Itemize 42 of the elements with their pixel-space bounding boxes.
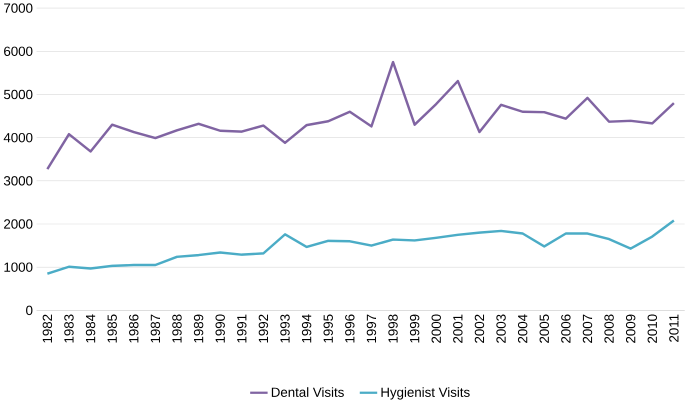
y-tick-label: 6000 bbox=[4, 46, 32, 56]
x-tick-label: 1986 bbox=[129, 314, 138, 342]
x-tick-label: 2007 bbox=[582, 314, 592, 343]
x-tick-label: 1984 bbox=[86, 314, 96, 342]
x-tick-label: 2004 bbox=[518, 314, 528, 343]
x-tick-label: 2001 bbox=[453, 314, 463, 343]
x-tick-label: 1983 bbox=[64, 314, 74, 342]
x-tick-label: 1985 bbox=[107, 314, 117, 342]
line-series bbox=[46, 60, 676, 170]
x-tick-label: 1998 bbox=[388, 314, 398, 342]
x-tick-label: 2008 bbox=[604, 314, 614, 343]
x-tick-label: 1995 bbox=[324, 314, 333, 342]
x-tick-label: 2003 bbox=[496, 314, 506, 343]
y-tick-label: 0 bbox=[26, 305, 32, 315]
x-tick-label: 2006 bbox=[561, 314, 571, 343]
x-tick-label: 1997 bbox=[366, 314, 376, 342]
x-tick-label: 1994 bbox=[302, 314, 312, 342]
x-tick-label: 2005 bbox=[540, 314, 549, 343]
y-tick-label: 4000 bbox=[4, 132, 32, 142]
x-tick-label: 1992 bbox=[258, 314, 268, 342]
x-tick-label: 2002 bbox=[474, 314, 484, 343]
legend-label: Dental Visits bbox=[272, 386, 344, 397]
x-tick-label: 2010 bbox=[648, 314, 657, 343]
x-tick-label: 1990 bbox=[215, 314, 225, 342]
y-tick-label: 5000 bbox=[4, 90, 32, 99]
y-tick-label: 3000 bbox=[4, 176, 32, 186]
y-tick-label: 2000 bbox=[4, 219, 32, 228]
x-tick-label: 1991 bbox=[237, 314, 247, 342]
legend-label: Hygienist Visits bbox=[381, 386, 470, 400]
x-tick-label: 1993 bbox=[280, 314, 290, 342]
x-tick-label: 1988 bbox=[172, 314, 182, 342]
x-tick-label: 1989 bbox=[194, 314, 204, 342]
x-tick-label: 1996 bbox=[345, 314, 355, 342]
y-tick-label: 1000 bbox=[4, 262, 32, 272]
line-series bbox=[46, 219, 676, 275]
x-tick-label: 1999 bbox=[410, 314, 420, 342]
y-tick-label: 7000 bbox=[4, 3, 32, 13]
x-tick-label: 1982 bbox=[42, 314, 52, 342]
x-tick-label: 2011 bbox=[669, 314, 679, 342]
x-tick-label: 2009 bbox=[626, 314, 636, 343]
x-tick-label: 1987 bbox=[150, 314, 160, 342]
x-tick-label: 2000 bbox=[432, 314, 441, 343]
